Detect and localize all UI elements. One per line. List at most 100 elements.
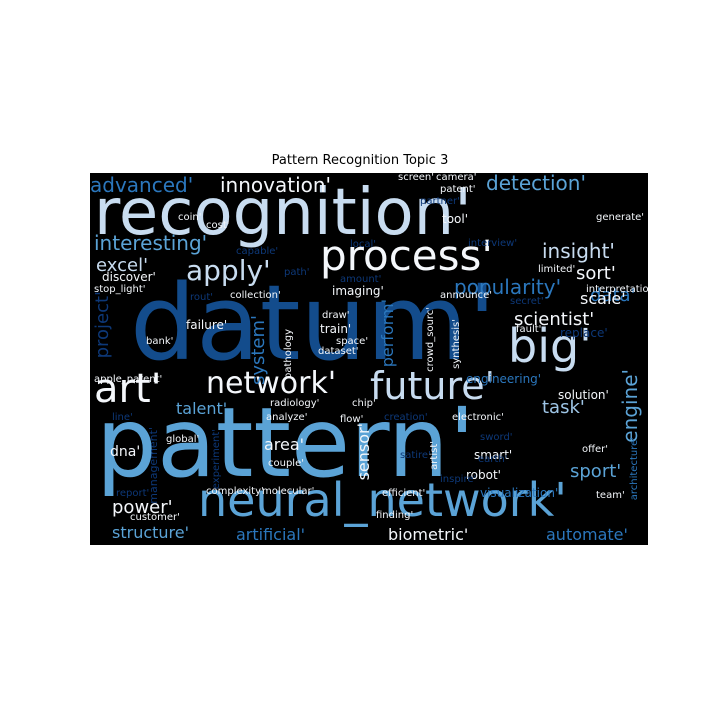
cloud-word: data' (590, 285, 636, 306)
cloud-word: talent' (176, 399, 228, 418)
cloud-word: partner' (420, 196, 460, 207)
cloud-word: team' (596, 490, 625, 501)
cloud-word: automate' (546, 525, 628, 544)
cloud-word: fault' (516, 324, 542, 335)
cloud-word: patent' (440, 184, 476, 195)
cloud-word: failure' (186, 318, 228, 332)
cloud-word: efficient' (382, 488, 426, 499)
cloud-word: earth' (478, 454, 508, 465)
cloud-word: space' (336, 336, 369, 347)
cloud-word: satire' (400, 450, 431, 461)
cloud-word: report' (116, 488, 150, 499)
cloud-word: sword' (480, 432, 513, 443)
cloud-word: scientist' (514, 309, 595, 330)
cloud-word: neural_network' (198, 473, 567, 527)
cloud-word: engineering' (466, 372, 542, 386)
cloud-word: apply' (186, 254, 271, 287)
cloud-word: local' (350, 239, 377, 250)
cloud-word: perform' (378, 299, 397, 368)
cloud-word: popularity' (454, 275, 562, 299)
cloud-word: finding' (376, 510, 414, 521)
cloud-word: network' (206, 366, 337, 401)
figure-title: Pattern Recognition Topic 3 (271, 153, 449, 168)
cloud-word: biometric' (388, 525, 469, 544)
cloud-word: screen' (398, 173, 434, 183)
cloud-word: innovation' (220, 173, 332, 197)
cloud-word: interview' (468, 238, 518, 249)
cloud-word: global' (166, 434, 200, 445)
cloud-word: announce' (440, 290, 492, 301)
cloud-word: synthesis' (451, 319, 462, 369)
cloud-word: customer' (130, 512, 180, 523)
cloud-word: experiment' (211, 429, 222, 490)
cloud-word: camera' (436, 173, 477, 183)
cloud-word: replace' (560, 326, 608, 340)
cloud-word: collection' (230, 290, 281, 301)
word-cloud: datum' pattern' recognition' neural_network… (90, 173, 648, 545)
cloud-word: future' (370, 364, 496, 408)
cloud-word: limited' (538, 264, 576, 275)
cloud-word: sort' (576, 263, 616, 284)
cloud-word: dna' (110, 444, 141, 460)
cloud-word: art' (94, 366, 162, 412)
cloud-word: draw' (322, 310, 350, 321)
cloud-word: recognition' (94, 176, 472, 250)
cloud-word: inspire' (440, 474, 477, 485)
cloud-word: smart' (474, 448, 513, 462)
cloud-word: secret' (510, 296, 544, 307)
cloud-word: process' (320, 231, 493, 280)
cloud-word: detection' (486, 173, 586, 195)
cloud-word: rout' (190, 292, 214, 303)
cloud-word: molecular' (262, 486, 315, 497)
cloud-word: advanced' (90, 173, 194, 197)
cloud-word: discover' (102, 270, 156, 284)
cloud-word: complexity' (206, 486, 264, 497)
cloud-word: stop_light' (94, 284, 146, 295)
cloud-word: capable' (236, 246, 279, 257)
cloud-word: solution' (558, 388, 609, 402)
cloud-word: dataset' (318, 346, 359, 357)
cloud-word: artificial' (236, 525, 306, 544)
cloud-word: apple_patent' (94, 374, 163, 385)
cloud-word: task' (542, 397, 585, 418)
cloud-word: management' (147, 427, 160, 504)
cloud-word: visualization' (480, 486, 559, 500)
cloud-word: robot' (466, 468, 501, 482)
cloud-word: area' (264, 435, 305, 454)
cloud-word: analyze' (266, 412, 308, 423)
cloud-word: interesting' (94, 231, 208, 255)
cloud-word: bank' (146, 336, 174, 347)
cloud-word: project' (92, 291, 113, 359)
cloud-word: tool' (442, 212, 469, 226)
cloud-word: flow' (340, 414, 364, 425)
cloud-word: engine' (618, 369, 642, 443)
cloud-word: couple' (268, 458, 304, 469)
cloud-word: architecture' (629, 437, 640, 501)
cloud-word: cost' (206, 220, 230, 231)
cloud-word: radiology' (270, 398, 320, 409)
cloud-word: line' (112, 412, 133, 423)
cloud-word: structure' (112, 523, 190, 542)
cloud-word: pathology (283, 329, 294, 380)
cloud-word: pattern' (96, 387, 476, 499)
cloud-word: interpretation' (586, 284, 648, 295)
cloud-word: coin' (178, 212, 202, 223)
cloud-word: chip' (352, 398, 376, 409)
cloud-word: electronic' (452, 412, 504, 423)
cloud-word: train' (320, 322, 352, 336)
cloud-word: imaging' (332, 284, 384, 298)
cloud-word: crowd_sourc' (425, 307, 436, 372)
cloud-word: sport' (570, 461, 622, 482)
cloud-word: sensor' (354, 423, 373, 481)
cloud-word: insight' (542, 239, 615, 263)
cloud-word: generate' (596, 212, 645, 223)
cloud-word: creation' (384, 412, 428, 423)
cloud-word: datum' (130, 262, 497, 384)
cloud-word: excel' (96, 255, 149, 276)
cloud-word: big' (508, 319, 592, 373)
cloud-word: path' (284, 267, 310, 278)
cloud-word: artist' (429, 441, 440, 470)
cloud-word: power' (112, 497, 173, 518)
cloud-word: offer' (582, 444, 609, 455)
